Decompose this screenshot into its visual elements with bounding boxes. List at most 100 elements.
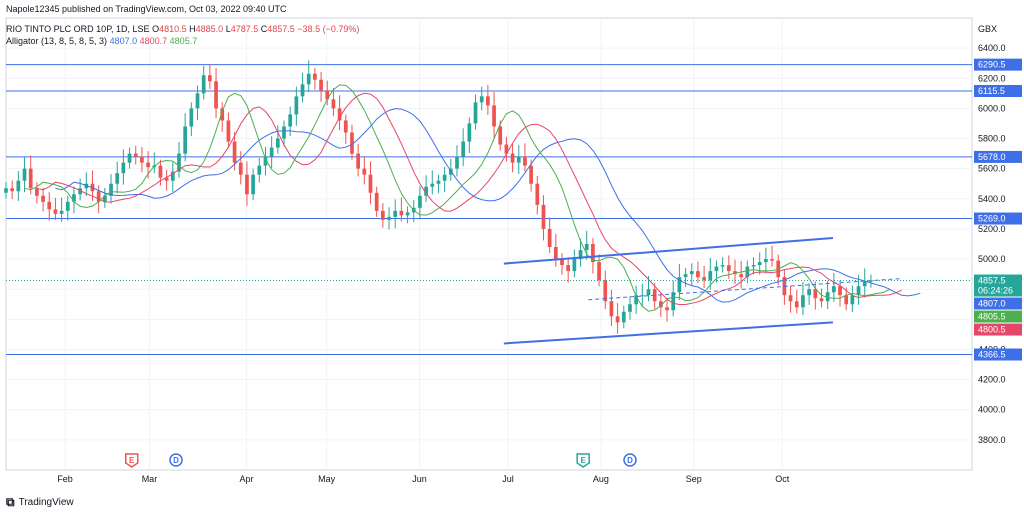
candle-body (516, 156, 521, 163)
month-label-feb: Feb (57, 474, 73, 484)
candle-body (621, 311, 626, 323)
month-label-jun: Jun (412, 474, 427, 484)
price-label-tag (974, 274, 1022, 297)
candle-body (461, 141, 466, 157)
candle-body (838, 286, 842, 296)
candle-body (523, 156, 527, 166)
candle-body (541, 204, 546, 229)
candle-body (177, 153, 181, 172)
candle-body (337, 108, 342, 121)
channel-upper-line (503, 236, 834, 265)
alligator-lips-line (24, 84, 890, 312)
event-letter: D (173, 456, 179, 465)
price-label-value: 4857.5 (978, 276, 1006, 286)
candle-body (801, 295, 805, 308)
month-label-mar: Mar (142, 474, 158, 484)
candle-body (770, 259, 774, 261)
candle-body (862, 281, 867, 287)
candle-body (214, 81, 218, 109)
candle-body (275, 138, 280, 148)
alligator-jaw-line (55, 108, 921, 303)
candle-body (109, 183, 113, 196)
candle-body (591, 244, 595, 263)
ohlc-high: 4885.0 (195, 24, 224, 34)
candle-body (764, 259, 768, 263)
ohlc-high-label: H (189, 24, 196, 34)
candle-body (325, 90, 330, 100)
candle-body (368, 174, 373, 193)
candle-body (640, 295, 645, 297)
candle-body (529, 165, 533, 184)
candle-body (572, 259, 577, 272)
candle-body (683, 274, 688, 278)
currency-label: GBX (978, 24, 997, 34)
horizontal-level-label: 6115.5 (978, 86, 1005, 96)
candle-body (140, 156, 144, 163)
candle-body (59, 210, 64, 214)
alligator-label: Alligator (13, 8, 5, 8, 5, 3) (6, 36, 108, 46)
candle-body (665, 307, 669, 311)
candle-body (356, 153, 360, 169)
candle-body (257, 165, 262, 175)
candles-group (4, 60, 873, 334)
price-tick-label: 6000.0 (978, 103, 1006, 113)
price-tick-label: 5200.0 (978, 224, 1006, 234)
candle-body (726, 265, 731, 272)
horizontal-level-tag (974, 212, 1022, 225)
price-label-countdown: 06:24:26 (978, 286, 1013, 296)
month-label-apr: Apr (239, 474, 253, 484)
price-label-tag (974, 310, 1022, 323)
candle-body (343, 120, 348, 133)
candle-body (689, 271, 694, 275)
candle-body (486, 96, 490, 106)
candle-body (560, 259, 564, 266)
event-letter: E (129, 456, 135, 465)
alligator-jaw: 4807.0 (109, 36, 138, 46)
candle-body (300, 84, 305, 97)
price-tick-label: 3800.0 (978, 435, 1006, 445)
event-earnings-marker (576, 453, 590, 468)
tradingview-logo-icon: ⧉ (6, 495, 15, 509)
month-label-may: May (318, 474, 336, 484)
candle-body (825, 292, 830, 302)
price-tick-label: 5800.0 (978, 134, 1006, 144)
candle-body (319, 79, 323, 91)
candle-body (35, 188, 39, 196)
channel-mid-dashed-line (588, 278, 901, 301)
ohlc-open-label: O (152, 24, 160, 34)
event-letter: D (627, 456, 633, 465)
candle-body (492, 105, 496, 127)
alligator-lips: 4805.7 (169, 36, 198, 46)
candle-body (578, 250, 583, 260)
event-dividend-marker (169, 453, 183, 467)
candle-body (195, 93, 200, 109)
ohlc-close-label: C (260, 24, 268, 34)
candle-body (745, 266, 750, 278)
candle-body (380, 210, 385, 220)
candle-body (331, 99, 336, 109)
candle-body (102, 195, 107, 202)
candle-body (65, 201, 70, 211)
alligator-teeth: 4800.7 (139, 36, 168, 46)
candle-body (720, 265, 725, 267)
candle-body (288, 114, 293, 127)
candle-body (164, 177, 169, 181)
candle-body (393, 210, 398, 217)
horizontal-level-tag (974, 150, 1022, 163)
symbol-name: RIO TINTO PLC ORD 10P, 1D, LSE (6, 24, 150, 34)
candle-body (418, 195, 422, 208)
candle-body (671, 292, 676, 311)
candle-body (362, 168, 367, 175)
candle-body (566, 265, 571, 272)
candle-body (788, 295, 793, 302)
candle-body (313, 73, 317, 80)
candle-body (72, 194, 76, 202)
price-tick-label: 4000.0 (978, 405, 1006, 415)
price-label-tag (974, 323, 1022, 336)
candle-body (751, 265, 756, 267)
candle-body (659, 301, 663, 308)
candle-body (146, 162, 150, 168)
tradingview-logo[interactable]: ⧉ TradingView (6, 495, 74, 510)
event-letter: E (580, 456, 586, 465)
